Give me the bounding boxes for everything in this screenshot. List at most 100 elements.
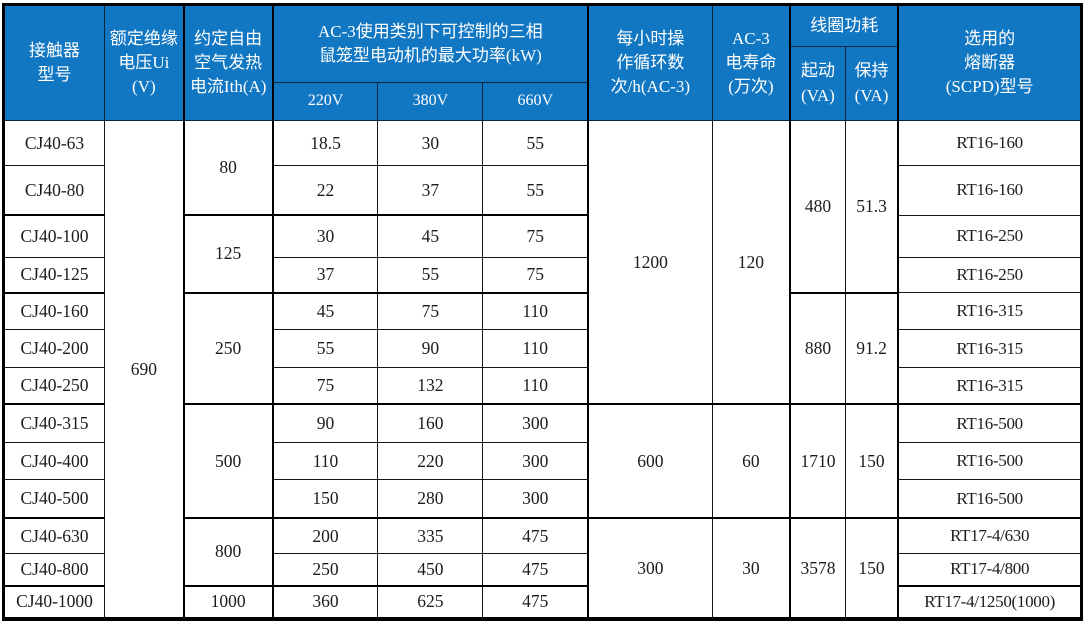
table-row: CJ40-400 110 220 300 RT16-500 (2, 442, 1083, 481)
header-ac3-power: AC-3使用类别下可控制的三相 鼠笼型电动机的最大功率(kW) (271, 4, 589, 83)
power-660v-cell: 300 (482, 442, 589, 481)
start-va-cell: 480 (789, 119, 846, 294)
fuse-cell: RT16-250 (897, 214, 1083, 258)
ith-cell: 500 (182, 403, 274, 519)
model-cell: CJ40-1000 (2, 584, 106, 620)
fuse-cell: RT16-500 (897, 479, 1083, 519)
header-thermal-current: 约定自由 空气发热 电流Ith(A) (182, 4, 274, 121)
table-row: CJ40-100 125 30 45 75 RT16-250 (2, 214, 1083, 294)
power-220v-cell: 22 (271, 165, 379, 216)
cycles-cell: 600 (587, 403, 713, 519)
ith-cell: 250 (182, 291, 274, 405)
table-row: CJ40-800 250 450 475 RT17-4/800 (2, 552, 1083, 587)
model-cell: CJ40-400 (2, 442, 106, 481)
header-row-coil-sub: 起动 (VA) 保持 (VA) (4, 46, 1082, 121)
power-660v-cell: 55 (482, 165, 589, 216)
header-start-va: 起动 (VA) (789, 46, 846, 121)
table-row: CJ40-200 55 90 110 RT16-315 (2, 329, 1083, 368)
start-va-cell: 880 (789, 291, 846, 405)
power-380v-cell: 90 (377, 329, 484, 368)
life-cell: 120 (711, 120, 791, 405)
power-660v-cell: 475 (482, 552, 589, 587)
power-220v-cell: 37 (271, 256, 379, 294)
header-insulation-voltage: 额定绝缘 电压Ui (V) (104, 4, 185, 121)
power-220v-cell: 150 (271, 479, 379, 519)
header-380v: 380V (377, 82, 484, 121)
power-380v-cell: 37 (377, 165, 484, 216)
model-cell: CJ40-200 (2, 329, 106, 368)
hold-va-cell: 150 (844, 517, 899, 620)
model-cell: CJ40-100 (2, 214, 106, 258)
fuse-cell: RT16-315 (897, 292, 1083, 331)
start-va-cell: 3578 (789, 517, 846, 620)
power-380v-cell: 625 (377, 584, 484, 620)
header-660v: 660V (482, 82, 589, 121)
power-220v-cell: 75 (271, 366, 379, 405)
life-cell: 30 (711, 517, 791, 620)
header-row-main: 接触器 型号 额定绝缘 电压Ui (V) 约定自由 空气发热 电流Ith(A) … (2, 4, 1083, 121)
header-model: 接触器 型号 (2, 4, 106, 121)
model-cell: CJ40-800 (2, 552, 106, 587)
table-row: CJ40-315 500 90 160 300 600 60 1710 150 … (2, 403, 1083, 519)
power-220v-cell: 30 (271, 214, 379, 258)
power-660v-cell: 75 (482, 214, 589, 258)
power-220v-cell: 55 (271, 329, 379, 368)
model-cell: CJ40-80 (2, 165, 106, 216)
hold-va-cell: 91.2 (844, 291, 899, 405)
fuse-cell: RT16-315 (897, 329, 1083, 368)
power-660v-cell: 300 (482, 403, 589, 444)
model-cell: CJ40-630 (2, 517, 106, 554)
power-220v-cell: 90 (271, 403, 379, 444)
power-220v-cell: 18.5 (271, 119, 379, 167)
power-220v-cell: 360 (271, 584, 379, 620)
table-row: CJ40-160 250 45 75 110 880 91.2 RT16-315 (2, 291, 1083, 405)
table-row: CJ40-63 690 80 18.5 30 55 1200 120 480 5… (2, 119, 1083, 620)
model-cell: CJ40-125 (2, 256, 106, 294)
power-380v-cell: 450 (377, 552, 484, 587)
header-220v: 220V (271, 82, 379, 121)
header-fuse: 选用的 熔断器 (SCPD)型号 (897, 4, 1083, 121)
start-va-cell: 1710 (789, 403, 846, 519)
power-660v-cell: 110 (482, 366, 589, 405)
table-row: CJ40-500 150 280 300 RT16-500 (2, 479, 1083, 519)
power-220v-cell: 250 (271, 552, 379, 587)
power-380v-cell: 45 (377, 214, 484, 258)
table-row: CJ40-1000 1000 360 625 475 RT17-4/1250(1… (2, 584, 1083, 620)
fuse-cell: RT16-160 (897, 165, 1083, 216)
power-380v-cell: 280 (377, 479, 484, 519)
ith-cell: 1000 (182, 584, 274, 620)
table-row: CJ40-80 22 37 55 RT16-160 (2, 165, 1083, 216)
table-row: CJ40-630 800 200 335 475 300 30 3578 150… (2, 517, 1083, 620)
header-hold-va: 保持 (VA) (844, 46, 899, 121)
model-cell: CJ40-315 (2, 403, 106, 444)
power-660v-cell: 55 (482, 119, 589, 167)
ith-cell: 125 (182, 214, 274, 294)
hold-va-cell: 150 (844, 403, 899, 519)
ith-cell: 800 (182, 517, 274, 587)
fuse-cell: RT17-4/800 (897, 552, 1083, 587)
model-cell: CJ40-250 (2, 366, 106, 405)
header-cycles: 每小时操 作循环数 次/h(AC-3) (587, 4, 713, 121)
fuse-cell: RT16-315 (897, 366, 1083, 405)
power-220v-cell: 110 (271, 442, 379, 481)
power-380v-cell: 160 (377, 403, 484, 444)
model-cell: CJ40-63 (2, 119, 106, 167)
table-body: CJ40-63 690 80 18.5 30 55 1200 120 480 5… (2, 119, 1083, 620)
table-row: CJ40-125 37 55 75 RT16-250 (2, 256, 1083, 294)
model-cell: CJ40-500 (2, 479, 106, 519)
cycles-cell: 1200 (587, 120, 713, 405)
hold-va-cell: 51.3 (844, 119, 899, 294)
power-220v-cell: 200 (271, 517, 379, 554)
power-660v-cell: 475 (482, 584, 589, 620)
life-cell: 60 (711, 403, 791, 519)
power-380v-cell: 132 (377, 366, 484, 405)
power-660v-cell: 475 (482, 517, 589, 554)
header-electrical-life: AC-3 电寿命 (万次) (711, 4, 791, 121)
table-header: 接触器 型号 额定绝缘 电压Ui (V) 约定自由 空气发热 电流Ith(A) … (2, 4, 1083, 121)
fuse-cell: RT17-4/630 (897, 517, 1083, 554)
header-coil-power: 线圈功耗 (789, 4, 899, 47)
contactor-spec-table: 接触器 型号 额定绝缘 电压Ui (V) 约定自由 空气发热 电流Ith(A) … (2, 3, 1083, 621)
power-660v-cell: 110 (482, 329, 589, 368)
fuse-cell: RT17-4/1250(1000) (897, 584, 1083, 620)
